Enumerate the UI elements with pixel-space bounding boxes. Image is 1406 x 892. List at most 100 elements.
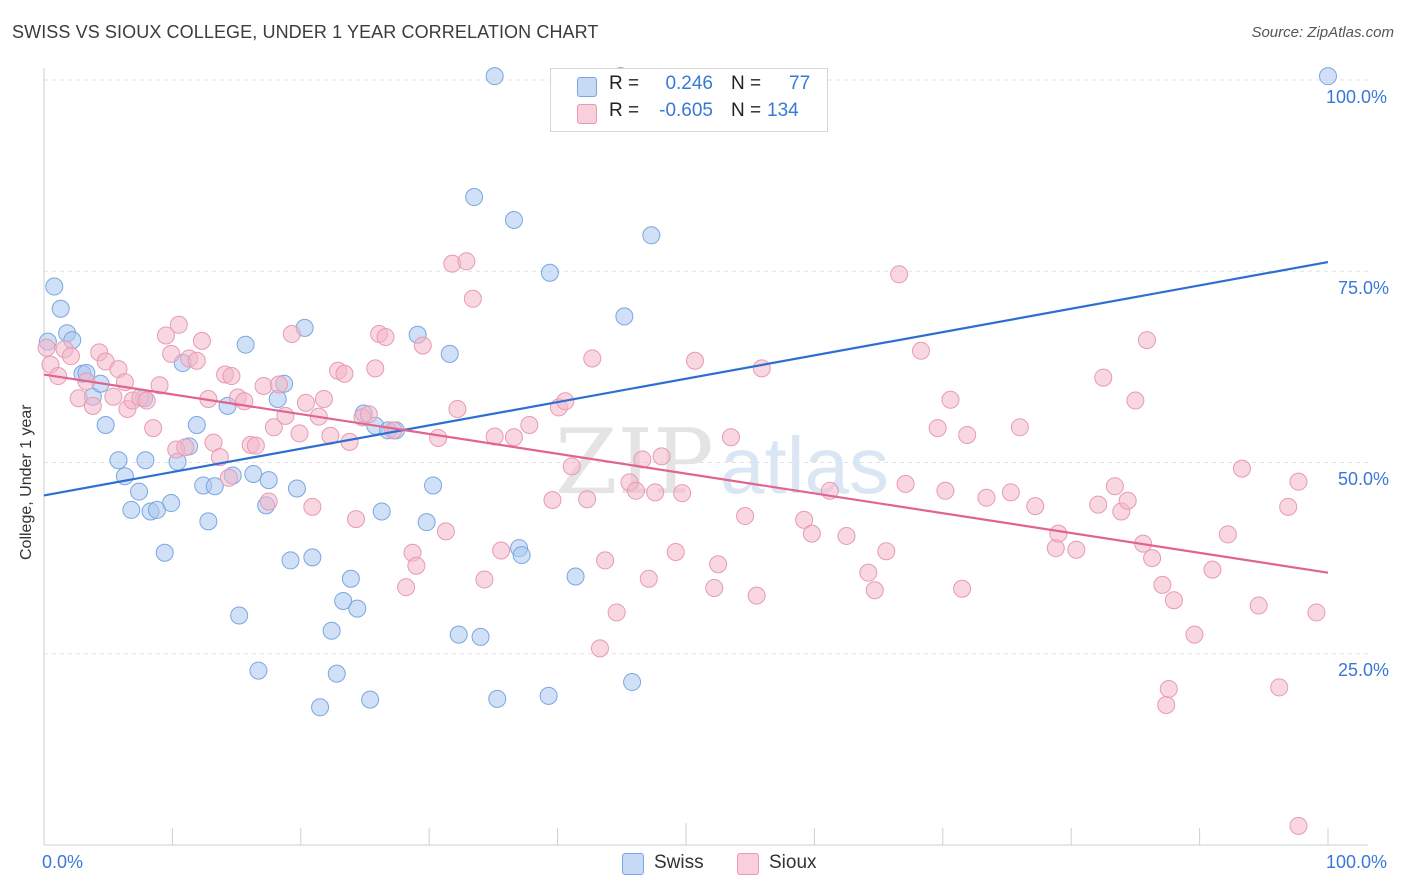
sioux-point-134 <box>1203 560 1222 579</box>
sioux-point-103 <box>865 581 884 600</box>
sioux-point-32 <box>222 367 241 386</box>
swiss-point-45 <box>341 569 360 588</box>
sioux-n-label: N = <box>731 100 762 121</box>
swiss-point-54 <box>417 513 436 532</box>
sioux-point-118 <box>1049 524 1068 543</box>
swiss-point-40 <box>303 548 322 567</box>
chart-source: Source: ZipAtlas.com <box>1251 24 1394 41</box>
sioux-point-135 <box>1218 525 1237 544</box>
sioux-n-value: 134 <box>767 100 799 121</box>
sioux-point-91 <box>685 351 704 370</box>
sioux-point-89 <box>666 543 685 562</box>
swiss-point-58 <box>465 188 484 207</box>
sioux-point-86 <box>639 569 658 588</box>
sioux-point-115 <box>1010 418 1029 437</box>
sioux-point-19 <box>156 326 175 345</box>
swiss-point-56 <box>440 344 459 363</box>
swiss-point-31 <box>244 464 263 483</box>
swiss-swatch <box>577 77 597 97</box>
sioux-point-124 <box>1118 491 1137 510</box>
swiss-point-10 <box>109 451 128 470</box>
sioux-point-80 <box>590 639 609 658</box>
sioux-point-0 <box>37 338 56 357</box>
sioux-trend-line <box>43 373 1329 574</box>
sioux-point-74 <box>543 490 562 509</box>
sioux-point-106 <box>896 474 915 493</box>
sioux-point-141 <box>1289 816 1308 835</box>
swiss-point-62 <box>504 210 523 229</box>
y-axis-title: College, Under 1 year <box>18 404 35 560</box>
sioux-point-110 <box>941 390 960 409</box>
watermark-atlas: atlas <box>720 421 889 510</box>
sioux-point-138 <box>1270 678 1289 697</box>
sioux-point-23 <box>176 438 195 457</box>
bottom-legend: Swiss Sioux <box>0 851 1406 879</box>
swiss-point-67 <box>566 567 585 586</box>
sioux-point-111 <box>953 579 972 598</box>
grid-layer <box>44 79 1368 655</box>
sioux-point-66 <box>448 399 467 418</box>
sioux-point-125 <box>1126 391 1145 410</box>
x-tick-label-max: 100.0% <box>1326 852 1388 872</box>
swiss-n-value: 77 <box>789 73 811 94</box>
sioux-point-5 <box>69 389 88 408</box>
sioux-point-102 <box>859 563 878 582</box>
sioux-point-47 <box>314 390 333 409</box>
sioux-point-127 <box>1137 331 1156 350</box>
swiss-point-50 <box>372 502 391 521</box>
sioux-point-81 <box>596 551 615 570</box>
y-tick-label-75: 75.0% <box>1338 278 1390 298</box>
sioux-point-99 <box>802 524 821 543</box>
sioux-point-109 <box>936 481 955 500</box>
y-tick-label-100: 100.0% <box>1326 87 1388 107</box>
sioux-r-value: -0.605 <box>659 100 713 121</box>
sioux-point-88 <box>652 447 671 466</box>
stats-row-sioux: R = -0.605 N = 134 <box>551 100 827 126</box>
sioux-point-36 <box>246 436 265 455</box>
sioux-point-139 <box>1279 497 1298 516</box>
sioux-point-107 <box>911 341 930 360</box>
swiss-point-46 <box>348 599 367 618</box>
swiss-point-25 <box>199 512 218 531</box>
swiss-point-57 <box>449 625 468 644</box>
sioux-point-108 <box>928 419 947 438</box>
swiss-point-60 <box>485 67 504 86</box>
sioux-point-25 <box>187 351 206 370</box>
legend-swatch-swiss <box>622 853 644 875</box>
sioux-point-43 <box>290 424 309 443</box>
swiss-point-59 <box>471 627 490 646</box>
swiss-point-23 <box>187 416 206 435</box>
sioux-point-10 <box>104 387 123 406</box>
swiss-point-72 <box>1319 67 1337 86</box>
sioux-point-69 <box>475 570 494 589</box>
sioux-point-142 <box>1307 603 1326 622</box>
sioux-point-120 <box>1089 495 1108 514</box>
sioux-point-84 <box>626 481 645 500</box>
sioux-point-113 <box>977 488 996 507</box>
swiss-point-66 <box>540 263 559 282</box>
sioux-point-137 <box>1249 596 1268 615</box>
sioux-point-97 <box>752 359 771 378</box>
sioux-point-40 <box>269 375 288 394</box>
swiss-point-32 <box>249 661 268 680</box>
sioux-point-59 <box>397 578 416 597</box>
trend-layer <box>43 260 1329 574</box>
sioux-point-64 <box>436 522 455 541</box>
sioux-point-68 <box>463 289 482 308</box>
swiss-point-34 <box>259 471 278 490</box>
swiss-point-18 <box>155 543 174 562</box>
swiss-point-15 <box>136 451 155 470</box>
sioux-point-44 <box>296 393 315 412</box>
swiss-point-12 <box>122 500 141 519</box>
sioux-point-18 <box>150 376 169 395</box>
sioux-point-62 <box>413 336 432 355</box>
sioux-point-73 <box>520 416 539 435</box>
sioux-point-96 <box>747 586 766 605</box>
sioux-point-95 <box>736 507 755 526</box>
chart-title: SWISS VS SIOUX COLLEGE, UNDER 1 YEAR COR… <box>12 22 599 42</box>
swiss-point-61 <box>488 689 507 708</box>
sioux-point-7 <box>83 396 102 415</box>
sioux-point-119 <box>1067 540 1086 559</box>
swiss-point-2 <box>51 299 70 318</box>
sioux-point-37 <box>254 377 273 395</box>
